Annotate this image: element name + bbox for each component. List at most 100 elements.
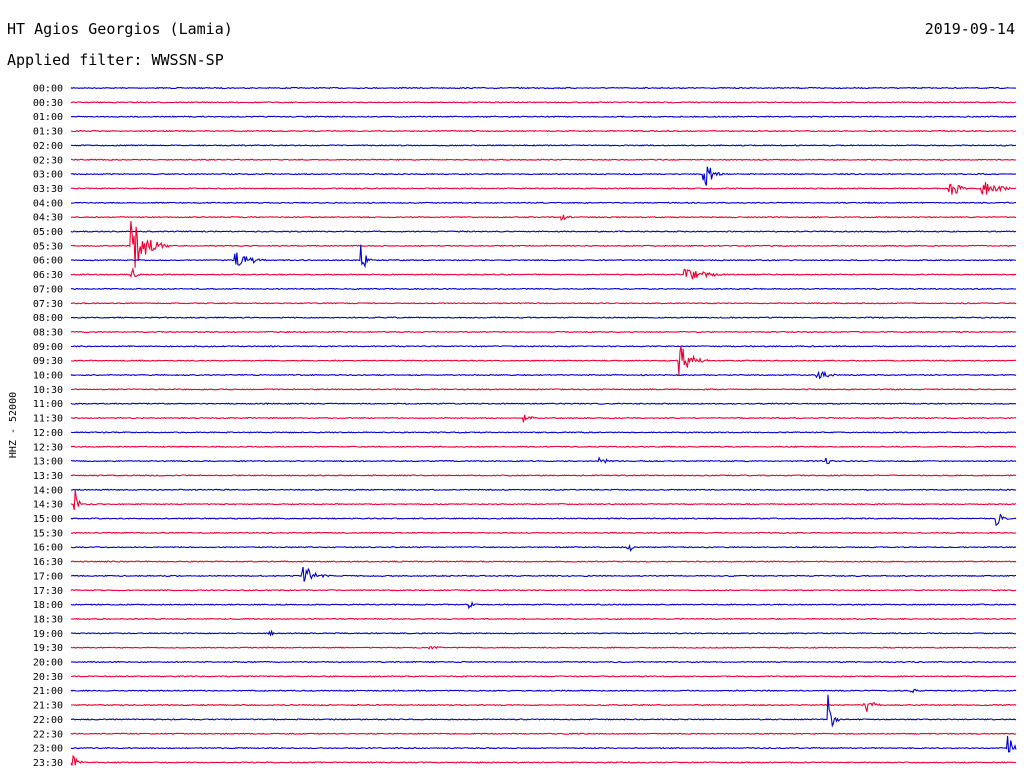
tick-label: 00:00 xyxy=(33,84,63,95)
tick-label: 07:30 xyxy=(33,299,63,310)
tick-label: 03:00 xyxy=(33,170,63,181)
trace-line xyxy=(70,431,1017,434)
trace-line xyxy=(70,560,1017,563)
tick-label: 13:30 xyxy=(33,471,63,482)
trace-line xyxy=(70,732,1017,735)
tick-label: 14:00 xyxy=(33,485,63,496)
y-axis-label: HHZ - 52000 xyxy=(8,392,19,458)
trace-line xyxy=(70,735,1017,753)
tick-label: 23:30 xyxy=(33,758,63,769)
tick-label: 07:00 xyxy=(33,284,63,295)
trace-line xyxy=(70,345,1017,348)
tick-label: 10:00 xyxy=(33,371,63,382)
trace-line xyxy=(70,86,1017,90)
trace-line xyxy=(70,101,1017,104)
trace-line xyxy=(70,629,1017,637)
trace-line xyxy=(70,694,1017,728)
trace-line xyxy=(71,144,1017,147)
tick-label: 09:30 xyxy=(33,356,63,367)
trace-line xyxy=(70,302,1017,305)
tick-label: 16:00 xyxy=(33,543,63,554)
tick-label: 22:30 xyxy=(33,729,63,740)
tick-label: 01:00 xyxy=(33,112,63,123)
tick-label: 04:00 xyxy=(33,198,63,209)
tick-label: 19:00 xyxy=(33,629,63,640)
tick-label: 08:00 xyxy=(33,313,63,324)
tick-label: 02:30 xyxy=(33,155,63,166)
tick-label: 00:30 xyxy=(33,98,63,109)
trace-line xyxy=(70,166,1017,186)
trace-line xyxy=(70,214,1017,222)
trace-line xyxy=(70,230,1017,233)
tick-label: 08:30 xyxy=(33,327,63,338)
tick-label: 10:30 xyxy=(33,385,63,396)
trace-line xyxy=(70,370,1017,380)
tick-label: 04:30 xyxy=(33,213,63,224)
trace-line xyxy=(70,543,1017,553)
tick-label: 05:30 xyxy=(33,241,63,252)
tick-label: 15:30 xyxy=(33,528,63,539)
tick-label: 15:00 xyxy=(33,514,63,525)
trace-line xyxy=(70,474,1017,477)
tick-label: 03:30 xyxy=(33,184,63,195)
tick-label: 01:30 xyxy=(33,127,63,138)
trace-line xyxy=(70,660,1017,664)
trace-line xyxy=(71,158,1017,161)
tick-label: 06:00 xyxy=(33,256,63,267)
trace-line xyxy=(70,129,1017,133)
trace-line xyxy=(71,345,1017,375)
trace-line xyxy=(70,646,1017,650)
tick-label: 21:30 xyxy=(33,701,63,712)
tick-label: 21:00 xyxy=(33,686,63,697)
trace-line xyxy=(70,330,1017,334)
tick-label: 20:00 xyxy=(33,658,63,669)
tick-label: 23:00 xyxy=(33,744,63,755)
trace-line xyxy=(70,600,1017,610)
record-date: 2019-09-14 xyxy=(924,20,1015,38)
trace-line xyxy=(71,456,1017,465)
trace-line xyxy=(70,513,1017,527)
trace-line xyxy=(70,402,1017,405)
trace-line xyxy=(70,675,1017,678)
trace-line xyxy=(71,566,1016,582)
trace-line xyxy=(70,388,1017,391)
trace-line xyxy=(70,414,1017,423)
tick-label: 11:00 xyxy=(33,399,63,410)
trace-line xyxy=(70,287,1017,291)
tick-label: 11:30 xyxy=(33,414,63,425)
trace-line xyxy=(70,115,1017,118)
tick-label: 14:30 xyxy=(33,500,63,511)
tick-label: 06:30 xyxy=(33,270,63,281)
tick-label: 17:30 xyxy=(33,586,63,597)
filter-label: Applied filter: WWSSN-SP xyxy=(7,51,224,69)
tick-label: 12:30 xyxy=(33,442,63,453)
trace-line xyxy=(70,617,1017,621)
trace-line xyxy=(70,445,1017,448)
trace-line xyxy=(70,589,1017,592)
trace-line xyxy=(70,182,1017,195)
tick-label: 19:30 xyxy=(33,643,63,654)
trace-line xyxy=(70,702,1017,712)
trace-line xyxy=(71,244,1017,269)
tick-label: 02:00 xyxy=(33,141,63,152)
trace-line xyxy=(70,490,1017,511)
trace-line xyxy=(70,488,1017,492)
trace-line xyxy=(70,266,1017,280)
tick-label: 17:00 xyxy=(33,571,63,582)
trace-line xyxy=(70,754,1017,766)
tick-label: 09:00 xyxy=(33,342,63,353)
tick-label: 18:30 xyxy=(33,614,63,625)
trace-line xyxy=(70,531,1017,535)
trace-lines xyxy=(70,86,1017,766)
trace-line xyxy=(70,201,1017,205)
tick-label: 18:00 xyxy=(33,600,63,611)
time-tick-labels: 00:00 00:30 01:00 01:30 02:00 02:30 03:00 03:30… xyxy=(33,84,63,769)
tick-label: 13:00 xyxy=(33,457,63,468)
trace-line xyxy=(70,316,1017,319)
tick-label: 05:00 xyxy=(33,227,63,238)
tick-label: 22:00 xyxy=(33,715,63,726)
trace-line xyxy=(70,688,1017,694)
trace-line xyxy=(70,221,1017,268)
tick-label: 12:00 xyxy=(33,428,63,439)
